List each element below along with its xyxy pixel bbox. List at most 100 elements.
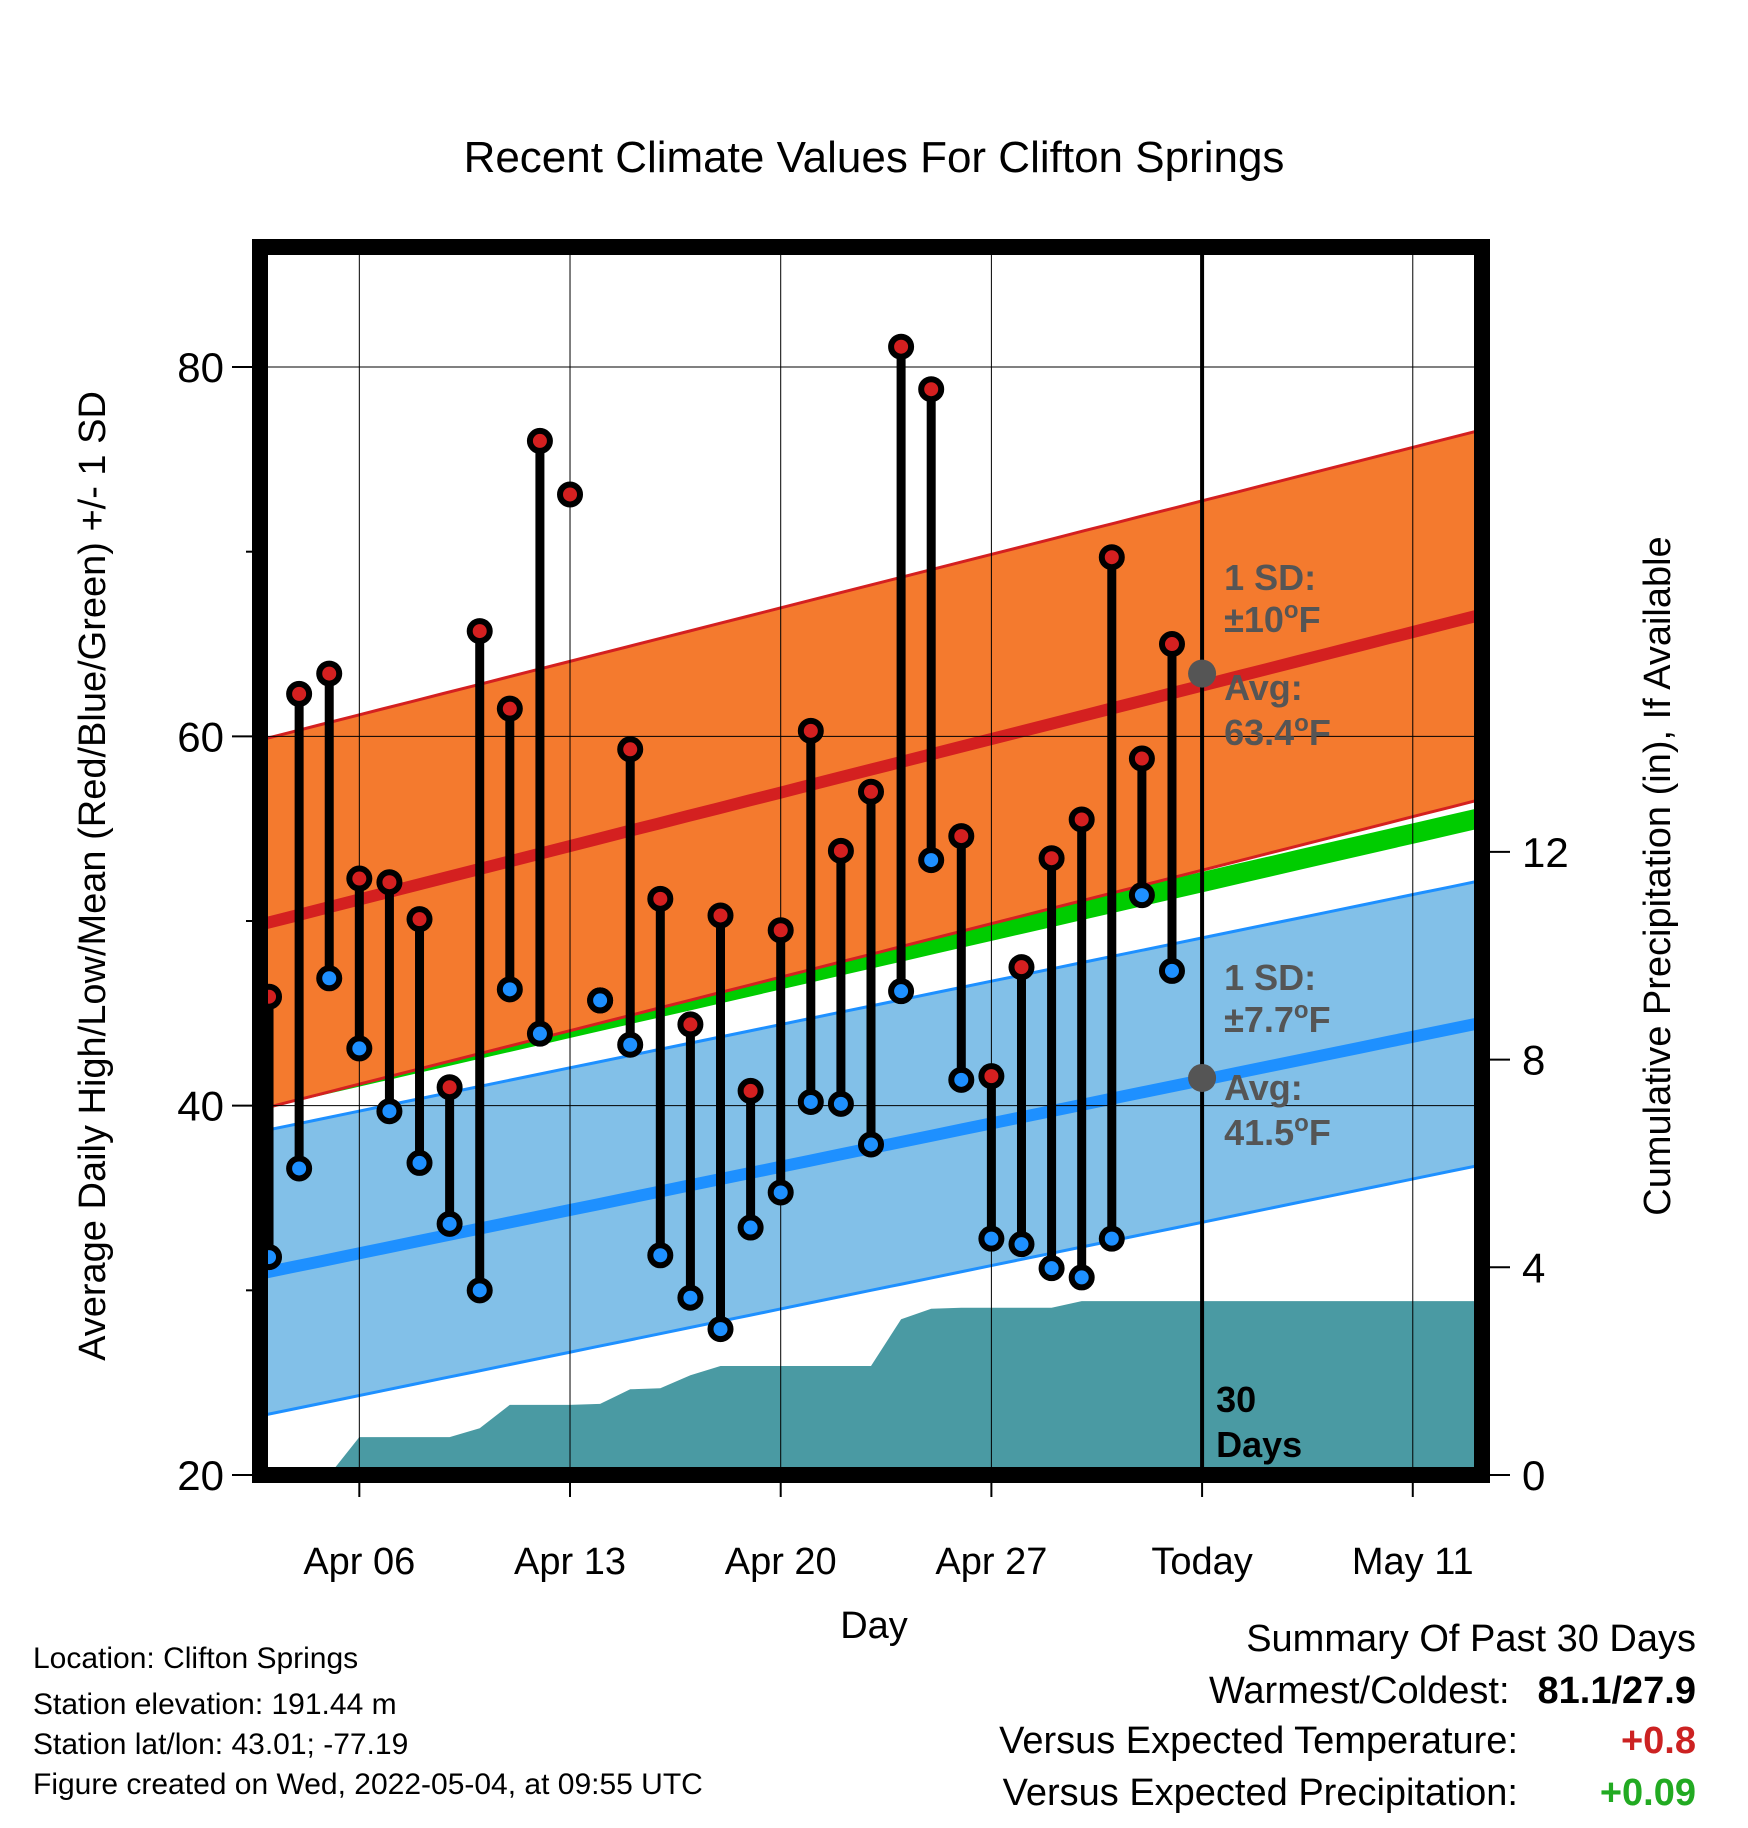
- footer-latlon: Station lat/lon: 43.01; -77.19: [33, 1728, 409, 1761]
- daily-low-point: [737, 1214, 764, 1241]
- daily-low-point: [617, 1031, 644, 1058]
- plot-frame: [252, 239, 1490, 1483]
- daily-low-point: [316, 965, 343, 992]
- daily-low-point: [797, 1088, 824, 1115]
- daily-low-point: [1098, 1225, 1125, 1252]
- daily-high-point: [1158, 631, 1185, 658]
- daily-low-point: [647, 1242, 674, 1269]
- high-avg-marker: [1188, 659, 1217, 688]
- daily-high-point: [376, 869, 403, 896]
- daily-low-point: [707, 1316, 734, 1343]
- summary-warmest-row: Warmest/Coldest: 81.1/27.9: [1209, 1670, 1696, 1713]
- low-sd-label: 1 SD:: [1224, 957, 1316, 998]
- daily-high-point: [948, 823, 975, 850]
- x-tick-label: May 11: [1352, 1541, 1474, 1583]
- y2-tick-label: 0: [1522, 1452, 1545, 1499]
- high-avg-value: 63.4oF: [1224, 710, 1331, 753]
- daily-high-point: [767, 917, 794, 944]
- daily-high-point: [346, 865, 373, 892]
- daily-high-point: [286, 680, 313, 707]
- daily-high-point: [1128, 745, 1155, 772]
- high-sd-value: ±10oF: [1224, 597, 1320, 640]
- summary-temp-row: Versus Expected Temperature: +0.8: [999, 1720, 1696, 1763]
- daily-high-point: [858, 778, 884, 805]
- normal-low-band-lower: [260, 1163, 1482, 1418]
- daily-high-point: [1008, 954, 1035, 981]
- daily-low-point: [466, 1277, 493, 1304]
- daily-low-point: [767, 1179, 794, 1206]
- daily-low-point: [496, 976, 523, 1003]
- summary-title: Summary Of Past 30 Days: [1246, 1618, 1696, 1660]
- daily-high-point: [1098, 544, 1125, 571]
- daily-high-point: [496, 695, 523, 722]
- daily-high-point: [677, 1011, 704, 1038]
- x-tick-label: Apr 13: [514, 1541, 626, 1583]
- summary-precip-label: Versus Expected Precipitation:: [1002, 1772, 1518, 1814]
- low-avg-label: Avg:: [1224, 1067, 1303, 1108]
- summary-precip-row: Versus Expected Precipitation: +0.09: [1003, 1772, 1696, 1815]
- y2-tick-label: 8: [1522, 1037, 1545, 1084]
- daily-high-point: [617, 736, 644, 763]
- daily-high-point: [707, 902, 734, 929]
- plot-clip-group: [260, 247, 1482, 1475]
- y-tick-label: 60: [177, 713, 224, 760]
- low-sd-value: ±7.7oF: [1224, 997, 1330, 1040]
- daily-high-point: [1038, 845, 1065, 872]
- y-tick-label: 80: [177, 344, 224, 391]
- summary-warmest-label: Warmest/Coldest:: [1208, 1670, 1510, 1712]
- x-tick-label: Apr 20: [725, 1541, 837, 1583]
- chart-title: Recent Climate Values For Clifton Spring…: [464, 133, 1285, 182]
- daily-high-point: [436, 1074, 463, 1101]
- daily-low-point: [1158, 957, 1185, 984]
- daily-low-point: [587, 987, 614, 1014]
- daily-low-point: [858, 1131, 884, 1158]
- y-tick-label: 40: [177, 1083, 224, 1130]
- summary-precip-value: +0.09: [1599, 1772, 1696, 1814]
- daily-high-point: [557, 481, 584, 508]
- low-avg-marker: [1188, 1063, 1217, 1092]
- normal-high-band-upper: [260, 428, 1482, 742]
- days-word: Days: [1216, 1424, 1302, 1465]
- summary-temp-value: +0.8: [1620, 1720, 1696, 1762]
- daily-bars: [260, 333, 1185, 1343]
- daily-high-point: [797, 717, 824, 744]
- daily-low-point: [406, 1149, 433, 1176]
- y2-tick-label: 12: [1522, 829, 1569, 876]
- daily-high-point: [406, 906, 433, 933]
- y2-axis-label: Cumulative Precipitation (in), If Availa…: [1637, 536, 1679, 1215]
- precip-area: [269, 1301, 1482, 1475]
- daily-low-point: [1068, 1264, 1095, 1291]
- daily-high-point: [737, 1077, 764, 1104]
- low-avg-value: 41.5oF: [1224, 1110, 1331, 1153]
- daily-low-point: [918, 847, 945, 874]
- x-tick-label: Apr 27: [935, 1541, 1047, 1583]
- footer-elevation: Station elevation: 191.44 m: [33, 1688, 397, 1721]
- y-tick-label: 20: [177, 1452, 224, 1499]
- footer-location: Location: Clifton Springs: [33, 1642, 359, 1675]
- daily-low-point: [376, 1098, 403, 1125]
- daily-high-point: [316, 660, 343, 687]
- daily-low-point: [286, 1155, 313, 1182]
- daily-low-point: [827, 1090, 854, 1117]
- normal-high-line: [260, 608, 1482, 931]
- daily-low-point: [346, 1035, 373, 1062]
- daily-high-point: [827, 837, 854, 864]
- daily-low-point: [978, 1225, 1005, 1252]
- daily-low-point: [888, 978, 915, 1005]
- daily-high-point: [1068, 806, 1095, 833]
- x-tick-label: Today: [1151, 1541, 1252, 1583]
- daily-high-point: [647, 885, 674, 912]
- daily-low-point: [526, 1020, 553, 1047]
- daily-low-point: [436, 1210, 463, 1237]
- daily-low-point: [1008, 1231, 1035, 1258]
- daily-high-point: [888, 333, 915, 360]
- y2-tick-label: 4: [1522, 1244, 1545, 1291]
- days-number: 30: [1216, 1379, 1256, 1420]
- y-axis-label: Average Daily High/Low/Mean (Red/Blue/Gr…: [72, 391, 114, 1361]
- daily-low-point: [677, 1284, 704, 1311]
- summary-warmest-value: 81.1/27.9: [1537, 1670, 1696, 1712]
- footer-created: Figure created on Wed, 2022-05-04, at 09…: [33, 1768, 703, 1801]
- summary-temp-label: Versus Expected Temperature:: [999, 1720, 1518, 1762]
